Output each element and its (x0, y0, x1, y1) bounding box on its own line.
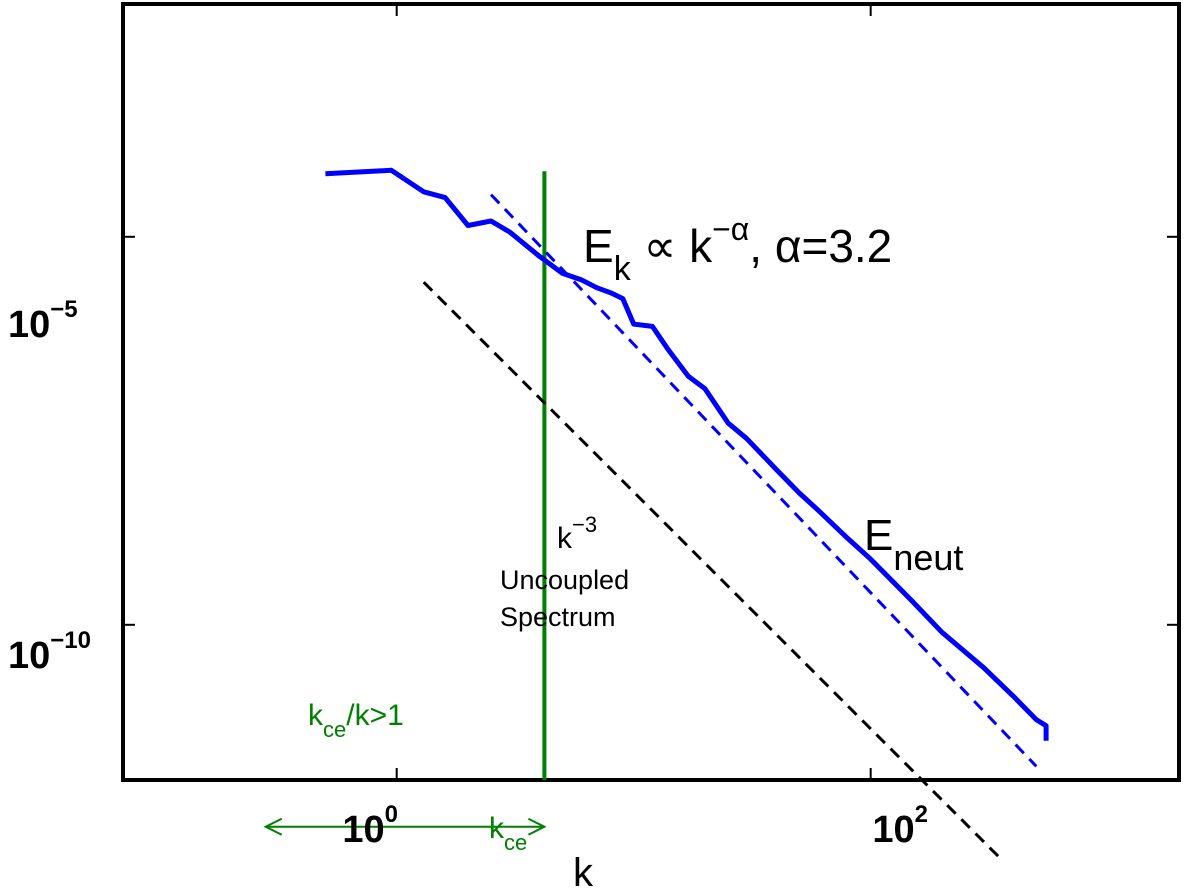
k-minus-3-label: k−3 (557, 512, 597, 555)
kce-arrow-head-left (263, 817, 283, 836)
arrow-label: kce/k>1 (308, 699, 404, 742)
uncoupled-label-line1: Uncoupled (500, 565, 629, 595)
series-0-line (325, 167, 1049, 741)
y-tick-label-1e-5: 10−5 (8, 296, 78, 346)
x-axis-label: k (573, 851, 594, 895)
kce-arrow-head-right (527, 817, 547, 836)
x-tick-label-100: 102 (872, 801, 928, 851)
y-tick-label-1e-10: 10−10 (8, 627, 91, 677)
series-layer (263, 167, 1049, 859)
uncoupled-label-line2: Spectrum (500, 602, 616, 632)
kce-tick-label: kce (489, 812, 527, 855)
e-neut-label: Eneut (864, 511, 963, 578)
power-law-annotation: Ek ∝ k−α, α=3.2 (583, 211, 892, 288)
series-1-line (489, 193, 1038, 768)
ticks (123, 4, 1179, 780)
series-2-line (422, 281, 1001, 859)
plot-frame (121, 2, 1181, 782)
x-tick-label-1: 100 (342, 801, 398, 851)
